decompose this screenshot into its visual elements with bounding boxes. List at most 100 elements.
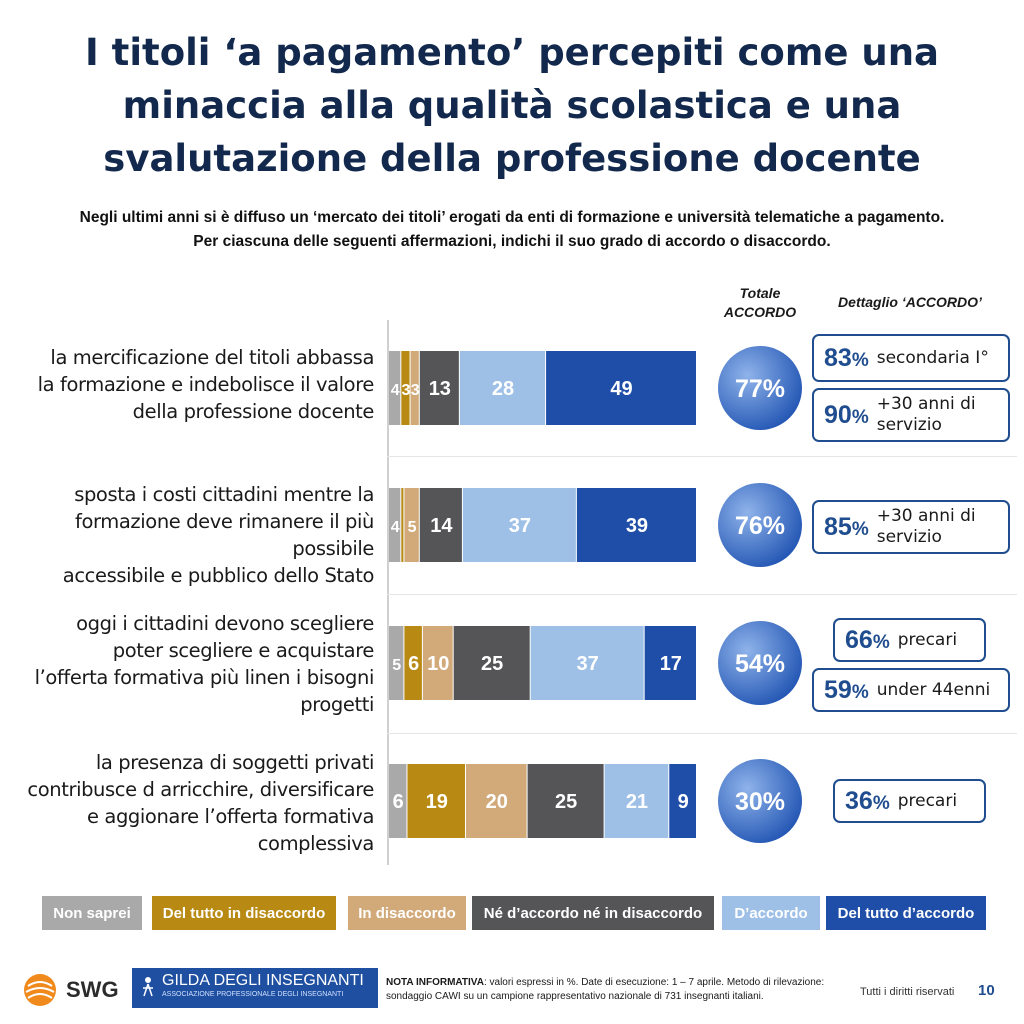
detail-percent: 83% [824,344,869,373]
detail-percent: 36% [845,787,890,816]
bar-value-label: 20 [486,791,508,813]
bar-value-label: 19 [426,791,448,813]
swg-wordmark: SWG [66,977,119,1002]
detail-percent: 66% [845,626,890,655]
detail-segment-line: secondaria I° [876,347,989,368]
page-title: I titoli ‘a pagamento’ percepiti come un… [84,31,940,180]
methodology-note: NOTA INFORMATIVA: valori espressi in %. … [386,976,856,1004]
detail-segment: under 44enni [877,680,991,701]
chart-axis [387,320,389,865]
detail-percent: 85% [824,513,869,542]
row-label: la mercificazione del titoli abbassa la f… [6,344,375,425]
bar-value-label: 4 [391,382,400,399]
detail-segment-line: servizio [876,415,942,435]
question-text: Negli ultimi anni si è diffuso un ‘merca… [20,206,1004,254]
detail-segment-line: precari [897,629,958,650]
bar-value-label: 28 [492,378,514,400]
bar-value-label: 4 [391,519,400,536]
bar-segment [669,764,696,838]
totale-accordo-circle [718,621,802,705]
legend-item: In disaccordo [348,896,466,930]
totale-accordo-value: 77% [735,375,785,403]
bar-value-label: 13 [429,378,451,400]
totale-accordo-value: 54% [735,650,785,678]
percent-sign: % [872,792,890,814]
detail-box: 85% +30 anni di servizio [812,500,1010,554]
detail-segment-line: +30 anni di [876,506,976,526]
bar-value-label: 37 [577,653,599,675]
legend-item: Del tutto in disaccordo [152,896,336,930]
totale-accordo-header: Totale ACCORDO [723,285,797,320]
bar-value-label: 21 [626,791,648,813]
detail-percent-value: 85 [824,512,852,541]
rights-text: Tutti i diritti riservati [860,986,955,998]
bar-segment [401,351,410,425]
bar-segment [604,764,669,838]
detail-percent-value: 66 [845,625,873,654]
question-line-2: Per ciascuna delle seguenti affermazioni… [193,233,831,250]
detail-box: 36% precari [833,779,986,823]
detail-percent: 90% [824,401,869,430]
row-label-line: poter scegliere e acquistare [112,639,375,662]
bar-value-label: 25 [555,791,577,813]
detail-segment-line: precari [897,790,958,811]
bar-value-label: 9 [678,791,689,813]
detail-percent-value: 36 [845,786,873,815]
nota-label: NOTA INFORMATIVA [386,977,484,988]
row-label: la presenza di soggetti privati contribus… [6,749,374,857]
bar-segment [389,488,401,562]
row-label-line: oggi i cittadini devono scegliere [76,612,374,635]
bar-value-label: 3 [411,382,420,399]
row-label-line: la mercificazione del titoli abbassa [50,346,374,369]
row-label-line: e aggionare l’offerta formativa [87,805,374,828]
bar-value-label: 17 [660,653,682,675]
detail-percent-value: 90 [824,400,852,429]
percent-sign: % [851,406,869,428]
bar-segment [422,626,453,700]
bar-segment [546,351,696,425]
row-label: sposta i costi cittadini mentre la formaz… [6,481,375,589]
bar-segment [404,626,422,700]
bar-segment [410,351,419,425]
detail-segment: +30 anni di servizio [877,506,976,548]
detail-box: 66% precari [833,618,986,662]
bar-segment [576,488,696,562]
detail-segment: secondaria I° [877,348,989,369]
detail-segment: +30 anni di servizio [877,394,976,436]
row-separator [387,733,1017,734]
totale-accordo-value: 30% [735,788,785,816]
detail-box: 90% +30 anni di servizio [812,388,1010,442]
row-label-line: della professione docente [132,400,375,423]
row-separator [387,594,1017,595]
bar-segment [527,764,604,838]
bar-value-label: 6 [393,791,404,813]
legend-item: Né d’accordo né in disaccordo [472,896,714,930]
totale-accordo-circle [718,346,802,430]
bar-value-label: 6 [408,653,419,675]
percent-sign: % [851,349,869,371]
row-label-line: sposta i costi cittadini mentre la [74,483,374,506]
bar-segment [459,351,546,425]
totale-accordo-circle [718,483,802,567]
detail-segment-line: +30 anni di [876,394,976,414]
gilda-tagline: ASSOCIAZIONE PROFESSIONALE DEGLI INSEGNA… [162,991,344,998]
nota-text: : valori espressi in %. Date di esecuzio… [386,977,825,1002]
row-label-line: la presenza di soggetti privati [95,751,375,774]
row-label-line: contribusce d arricchire, diversificare [27,778,374,801]
bar-value-label: 5 [392,657,401,674]
totale-accordo-value: 76% [735,512,785,540]
detail-percent: 59% [824,676,869,705]
detail-segment: precari [898,791,957,812]
row-label-line: progetti [300,693,374,716]
bar-segment [389,351,401,425]
detail-box: 83% secondaria I° [812,334,1010,382]
bar-value-label: 3 [401,382,410,399]
bar-value-label: 10 [427,653,449,675]
bar-segment [401,488,404,562]
detail-percent-value: 83 [824,343,852,372]
row-label-line: formazione deve rimanere il più possibil… [75,510,374,560]
bar-segment [466,764,527,838]
detail-segment-line: under 44enni [876,679,991,700]
bar-segment [453,626,530,700]
